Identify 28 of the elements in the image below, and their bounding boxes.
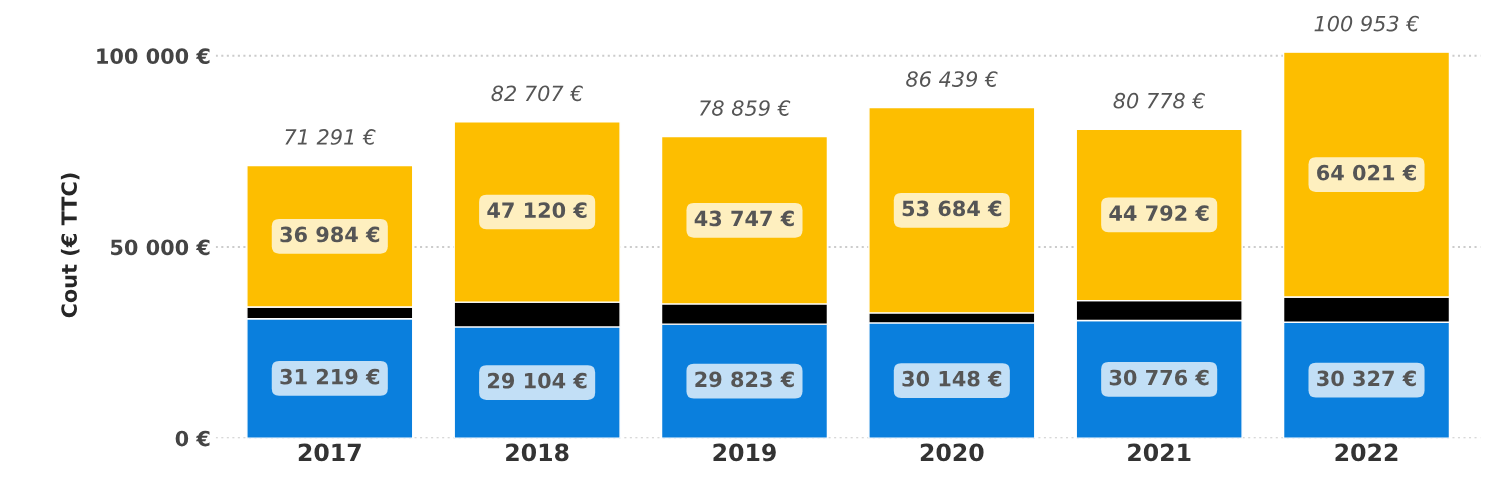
data-label: 43 747 € xyxy=(694,210,794,227)
x-tick-label: 2021 xyxy=(1128,443,1191,462)
data-label: 36 984 € xyxy=(280,226,380,243)
y-tick-label: 0 € xyxy=(175,430,210,447)
data-label: 31 219 € xyxy=(280,368,380,385)
x-tick-label: 2019 xyxy=(713,443,776,462)
data-label: 29 823 € xyxy=(695,371,794,388)
total-label: 86 439 € xyxy=(906,71,998,87)
total-label: 71 291 € xyxy=(285,129,376,145)
data-label: 30 327 € xyxy=(1317,370,1416,387)
x-tick-label: 2022 xyxy=(1335,443,1398,462)
total-label: 100 953 € xyxy=(1314,15,1419,32)
total-label: 80 778 € xyxy=(1113,92,1205,109)
data-label: 53 684 € xyxy=(902,200,1002,217)
x-tick-label: 2018 xyxy=(506,443,569,462)
x-tick-label: 2017 xyxy=(298,443,361,462)
data-label: 44 792 € xyxy=(1109,205,1209,221)
y-axis-title: Cout (€ TTC) xyxy=(60,173,80,318)
total-label: 82 707 € xyxy=(491,85,583,102)
data-label: 47 120 € xyxy=(487,202,587,219)
data-label: 30 776 € xyxy=(1109,369,1209,386)
total-label: 78 859 € xyxy=(700,100,791,116)
y-tick-label: 100 000 € xyxy=(97,48,210,64)
y-tick-label: 50 000 € xyxy=(111,239,210,256)
data-label: 64 021 € xyxy=(1317,164,1416,181)
data-label: 30 148 € xyxy=(902,370,1002,387)
x-tick-label: 2020 xyxy=(920,443,984,462)
data-label: 29 104 € xyxy=(488,372,587,389)
